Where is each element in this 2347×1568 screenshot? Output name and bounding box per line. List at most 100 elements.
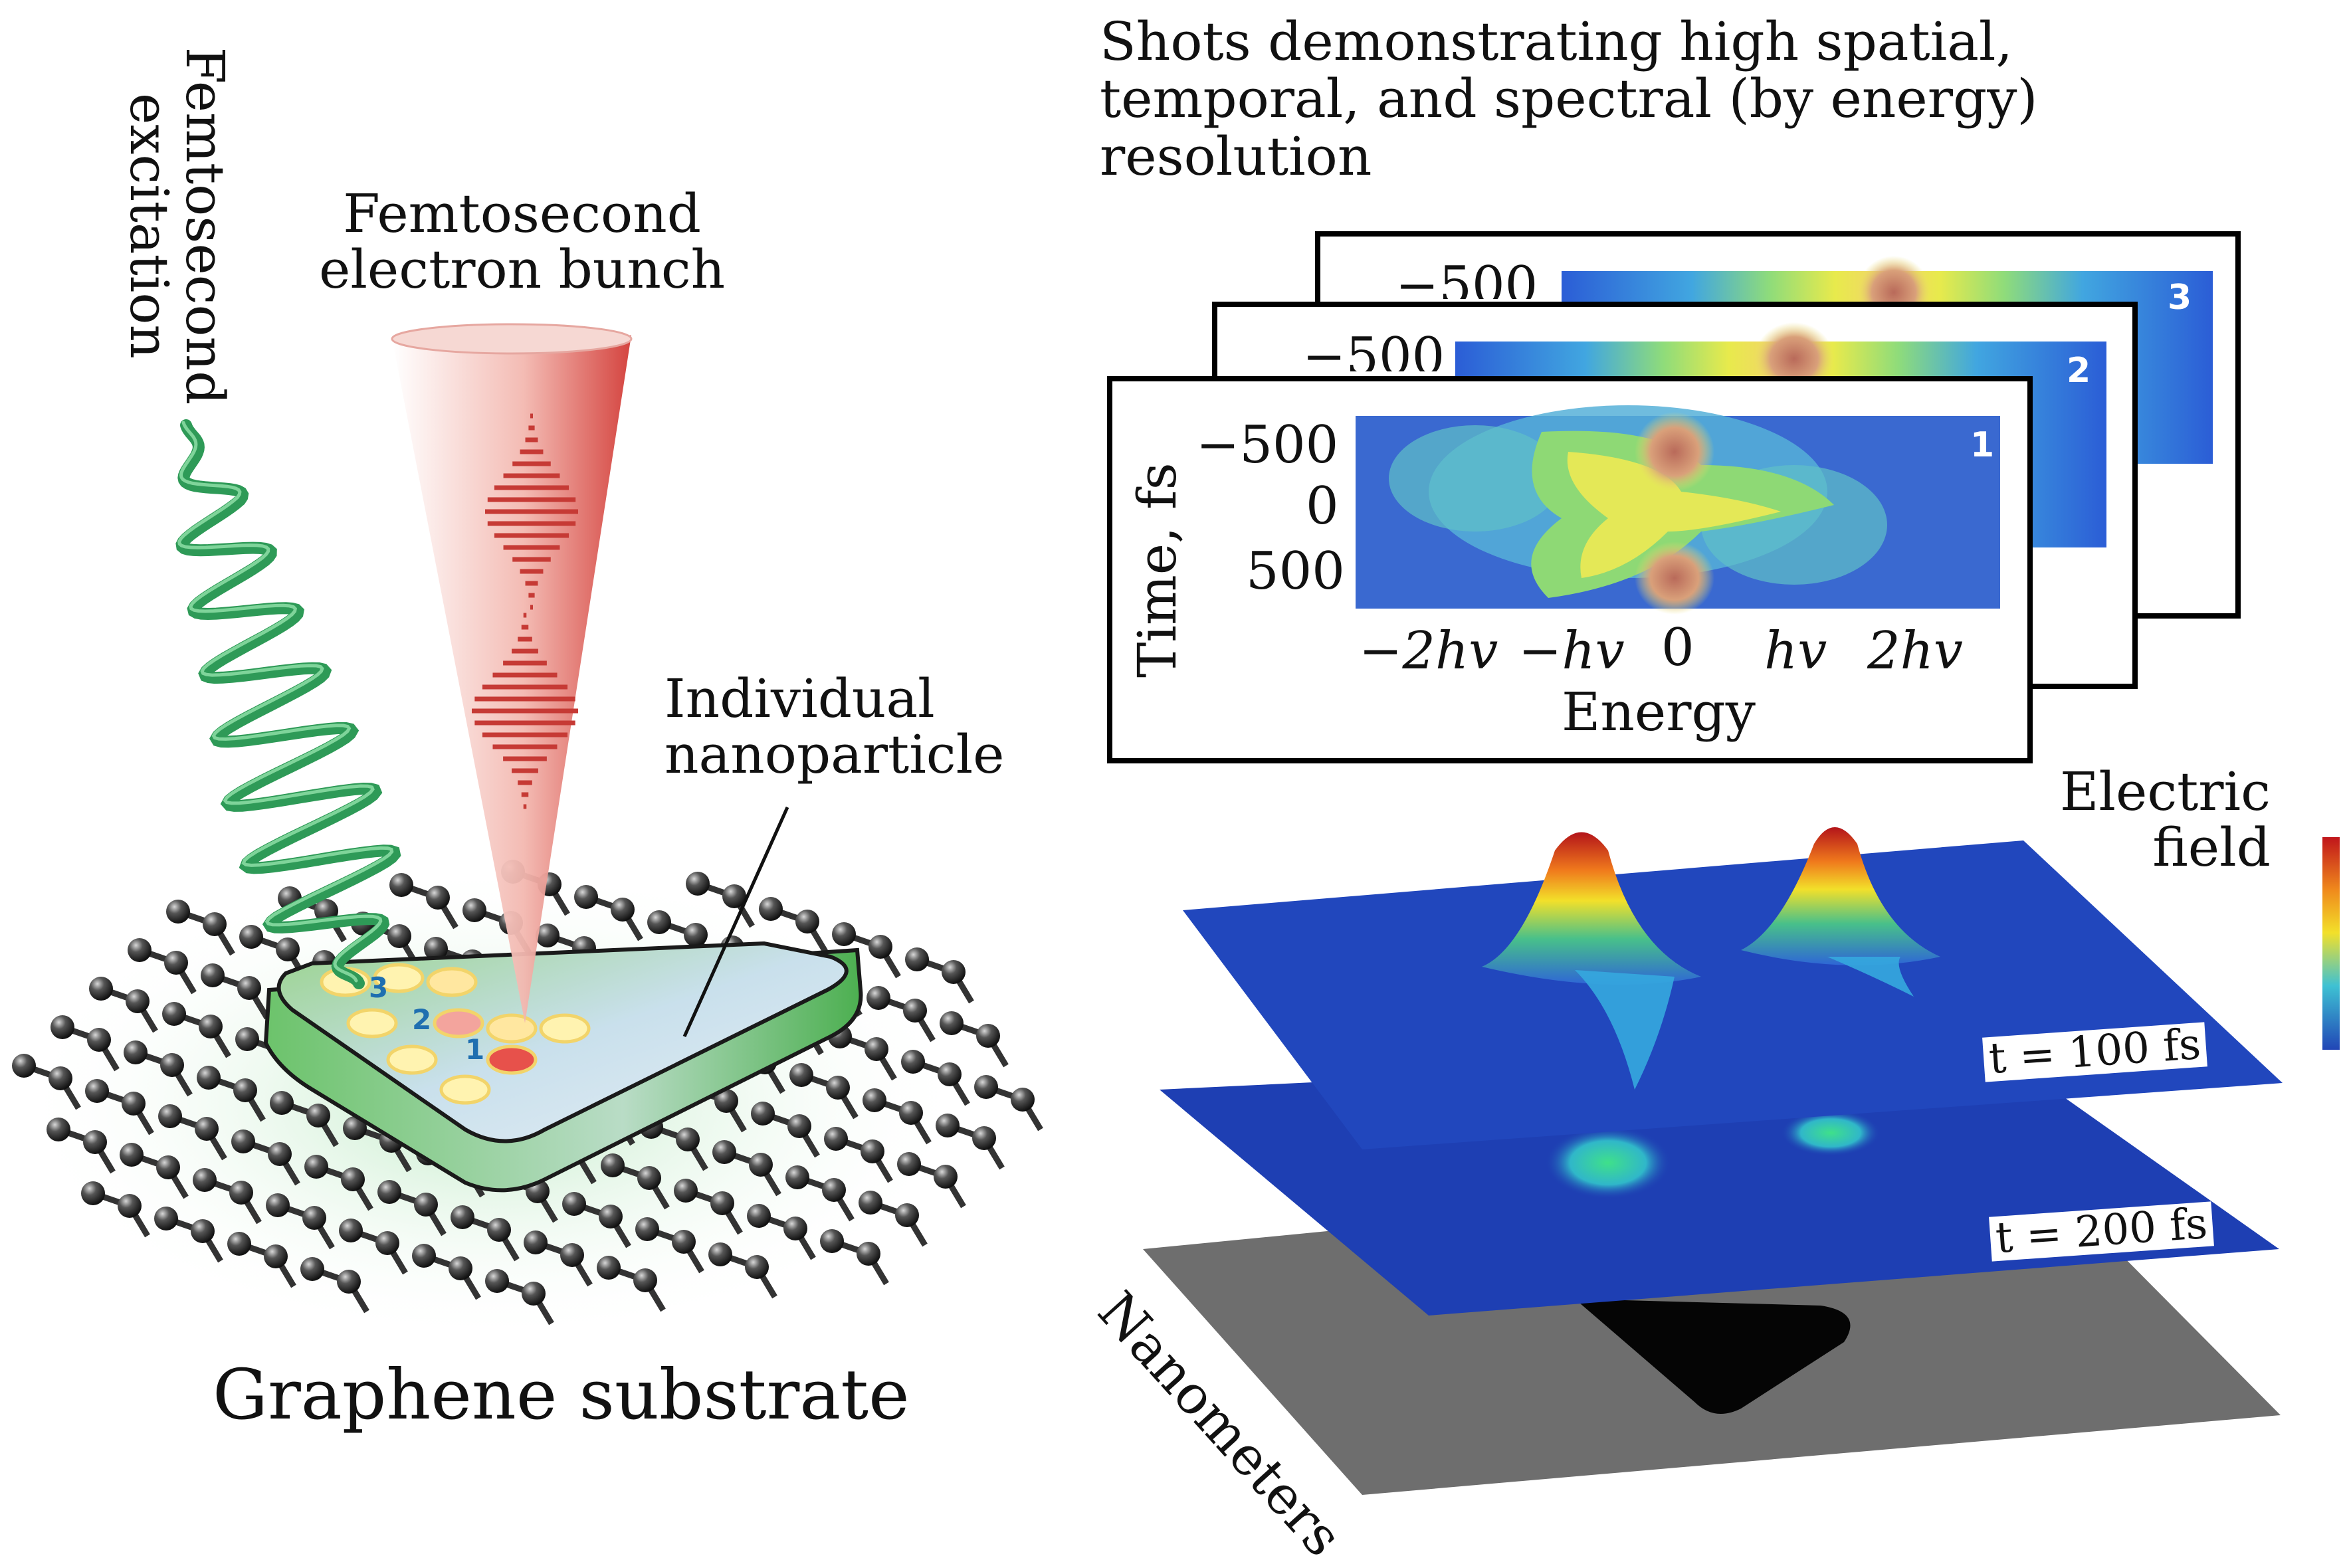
carbon-atom (785, 1165, 809, 1189)
carbon-atom (536, 924, 560, 947)
figure-title: Shots demonstrating high spatial, tempor… (1100, 13, 2038, 185)
carbon-atom (637, 1166, 661, 1190)
carbon-atom (195, 1117, 219, 1141)
carbon-atom (974, 1075, 998, 1099)
carbon-atom (712, 1140, 736, 1164)
carbon-atom (710, 1191, 734, 1215)
carbon-atom (597, 1256, 621, 1280)
electron-wave-packets (472, 413, 578, 809)
field-label-line2: field (2152, 817, 2271, 878)
carbon-atom (201, 963, 225, 987)
frame-number-2: 2 (2067, 351, 2091, 391)
carbon-atom (449, 1256, 472, 1280)
energy-tick-neghv: −hv (1518, 621, 1625, 681)
frame-3-tick-top: −500 (1395, 259, 1538, 299)
diagram-canvas (12, 231, 2340, 1495)
carbon-atom (672, 1230, 696, 1254)
carbon-atom (199, 1015, 223, 1038)
illuminated-spot (346, 1008, 398, 1038)
excitation-label-line2: excitation (118, 92, 180, 359)
carbon-atom (714, 1089, 738, 1113)
carbon-atom (375, 1231, 399, 1255)
carbon-atom (863, 1088, 886, 1112)
carbon-atom (231, 1129, 255, 1153)
carbon-atom (708, 1242, 732, 1266)
carbon-atom (158, 1104, 182, 1128)
frame-1-heat-pattern (1389, 405, 1887, 615)
carbon-atom (387, 924, 411, 948)
carbon-atom (49, 1066, 72, 1090)
illuminated-spot (433, 1008, 484, 1038)
carbon-atom (686, 872, 710, 896)
carbon-atom (122, 1092, 146, 1116)
carbon-atom (759, 897, 783, 921)
carbon-atom (160, 1053, 184, 1077)
field-label-line1: Electric (2060, 761, 2271, 823)
carbon-atom (197, 1066, 221, 1090)
illuminated-spot (386, 1044, 438, 1075)
energy-tick-0: 0 (1661, 618, 1694, 678)
carbon-atom (562, 1192, 586, 1216)
carbon-atom (414, 1193, 438, 1217)
figure-title-line2: temporal, and spectral (by energy) (1100, 68, 2038, 130)
carbon-atom (745, 1255, 769, 1279)
nanoparticle-label: Individual nanoparticle (664, 671, 1005, 783)
carbon-atom (268, 1142, 292, 1166)
substrate-label: Graphene substrate (213, 1354, 910, 1435)
carbon-atom (343, 1116, 367, 1140)
beam-cone-top (391, 323, 633, 355)
carbon-atom (164, 951, 188, 975)
field-label: Electric field (2060, 764, 2271, 876)
carbon-atom (12, 1054, 36, 1078)
figure-title-line1: Shots demonstrating high spatial, (1100, 11, 2013, 72)
carbon-atom (861, 1139, 884, 1163)
excitation-wave (175, 419, 401, 989)
illuminated-spot (486, 1013, 538, 1044)
excitation-label: Femtosecond excitation (106, 40, 236, 412)
nanoparticle-label-line1: Individual (664, 668, 935, 730)
illuminated-spot (426, 967, 478, 997)
carbon-atom (193, 1168, 217, 1192)
figure-title-line3: resolution (1100, 125, 1372, 187)
carbon-atom (264, 1244, 288, 1268)
color-scale-bar (2322, 837, 2340, 1050)
carbon-atom (633, 1268, 657, 1292)
carbon-atom (341, 1167, 365, 1191)
carbon-atom (270, 1091, 294, 1115)
carbon-atom (972, 1126, 996, 1150)
carbon-atom (339, 1219, 363, 1242)
left-panel (12, 323, 1043, 1342)
energy-tick-neg2hv: −2hv (1359, 621, 1498, 681)
carbon-atom (940, 1011, 964, 1035)
carbon-atom (154, 1207, 178, 1230)
carbon-atom (820, 1229, 844, 1253)
frame-2-tick-top: −500 (1302, 330, 1445, 371)
energy-tick-hv: hv (1764, 621, 1827, 681)
layer-200fs-spot-right (1781, 1110, 1881, 1156)
carbon-atom (124, 1040, 148, 1064)
carbon-atom (1011, 1088, 1035, 1112)
carbon-atom (233, 1078, 257, 1102)
excitation-label-line1: Femtosecond (174, 47, 236, 405)
carbon-atom (934, 1165, 958, 1189)
bunch-label-line2: electron bunch (319, 239, 726, 300)
carbon-atom (795, 910, 819, 933)
carbon-atom (611, 898, 635, 922)
carbon-atom (118, 1194, 142, 1218)
carbon-atom (229, 1181, 253, 1205)
bunch-label-line1: Femtosecond (343, 183, 701, 245)
carbon-atom (783, 1217, 807, 1240)
illuminated-spot (539, 1013, 591, 1044)
field-peak-right-tail (1827, 957, 1914, 997)
carbon-atom (867, 986, 890, 1010)
carbon-atom (156, 1155, 180, 1179)
carbon-atom (857, 1242, 880, 1266)
carbon-atom (676, 1127, 700, 1151)
carbon-atom (462, 898, 486, 922)
illuminated-spot (373, 963, 425, 993)
carbon-atom (487, 1218, 511, 1242)
carbon-atom (560, 1243, 584, 1267)
carbon-atom (905, 947, 929, 971)
spot-number-2: 2 (412, 1003, 432, 1036)
carbon-atom (239, 925, 263, 949)
